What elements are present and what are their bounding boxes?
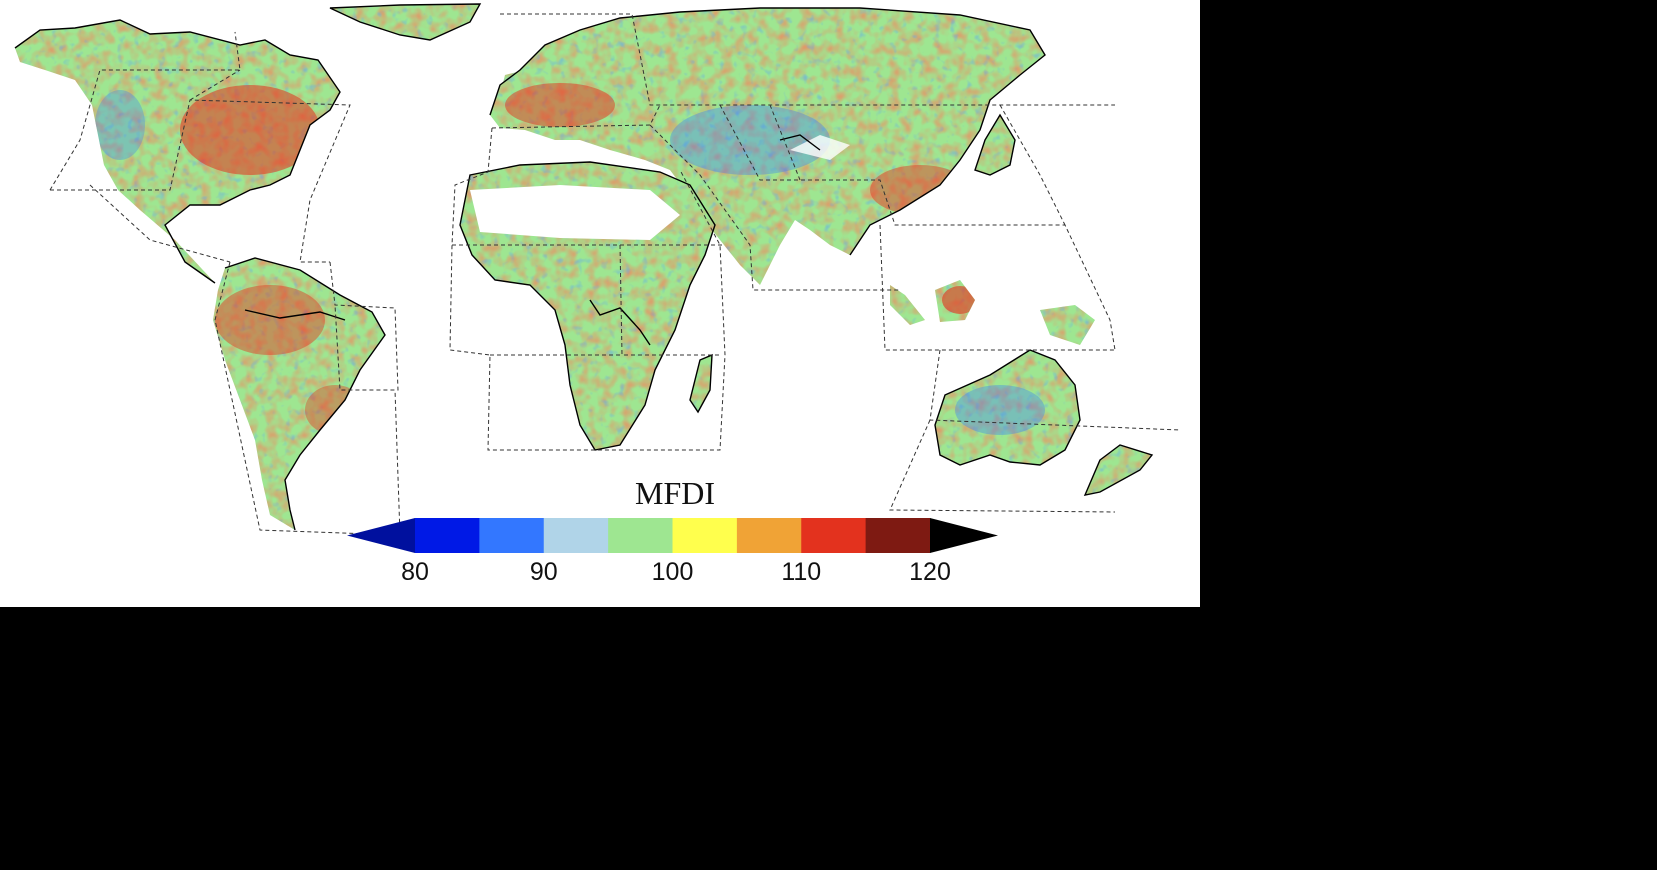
colorbar-bin xyxy=(865,518,931,553)
colorbar-ticks: 80 90 100 110 120 xyxy=(401,558,951,586)
map-figure: MFDI 80 90 100 110 120 xyxy=(0,0,1200,607)
mfdi-land-field xyxy=(15,4,1152,530)
world-mfdi-map: MFDI 80 90 100 110 120 xyxy=(14,3,1181,586)
colorbar-tick-label: 90 xyxy=(530,558,558,586)
colorbar-under-arrow xyxy=(347,518,415,553)
colorbar: MFDI 80 90 100 110 120 xyxy=(347,475,998,586)
colorbar-title: MFDI xyxy=(635,475,715,511)
colorbar-bins xyxy=(415,518,931,553)
colorbar-tick-label: 100 xyxy=(652,558,694,586)
colorbar-tick-label: 110 xyxy=(781,558,821,586)
colorbar-bin xyxy=(543,518,609,553)
colorbar-bin xyxy=(479,518,545,553)
coastlines xyxy=(14,3,1154,531)
colorbar-bin xyxy=(415,518,480,553)
colorbar-tick-label: 80 xyxy=(401,558,429,586)
colorbar-bin xyxy=(672,518,738,553)
colorbar-bin xyxy=(608,518,673,553)
colorbar-tick-label: 120 xyxy=(909,558,951,586)
colorbar-over-arrow xyxy=(930,518,998,553)
colorbar-bin xyxy=(801,518,867,553)
region-boundaries xyxy=(49,13,1181,536)
colorbar-bin xyxy=(736,518,802,553)
